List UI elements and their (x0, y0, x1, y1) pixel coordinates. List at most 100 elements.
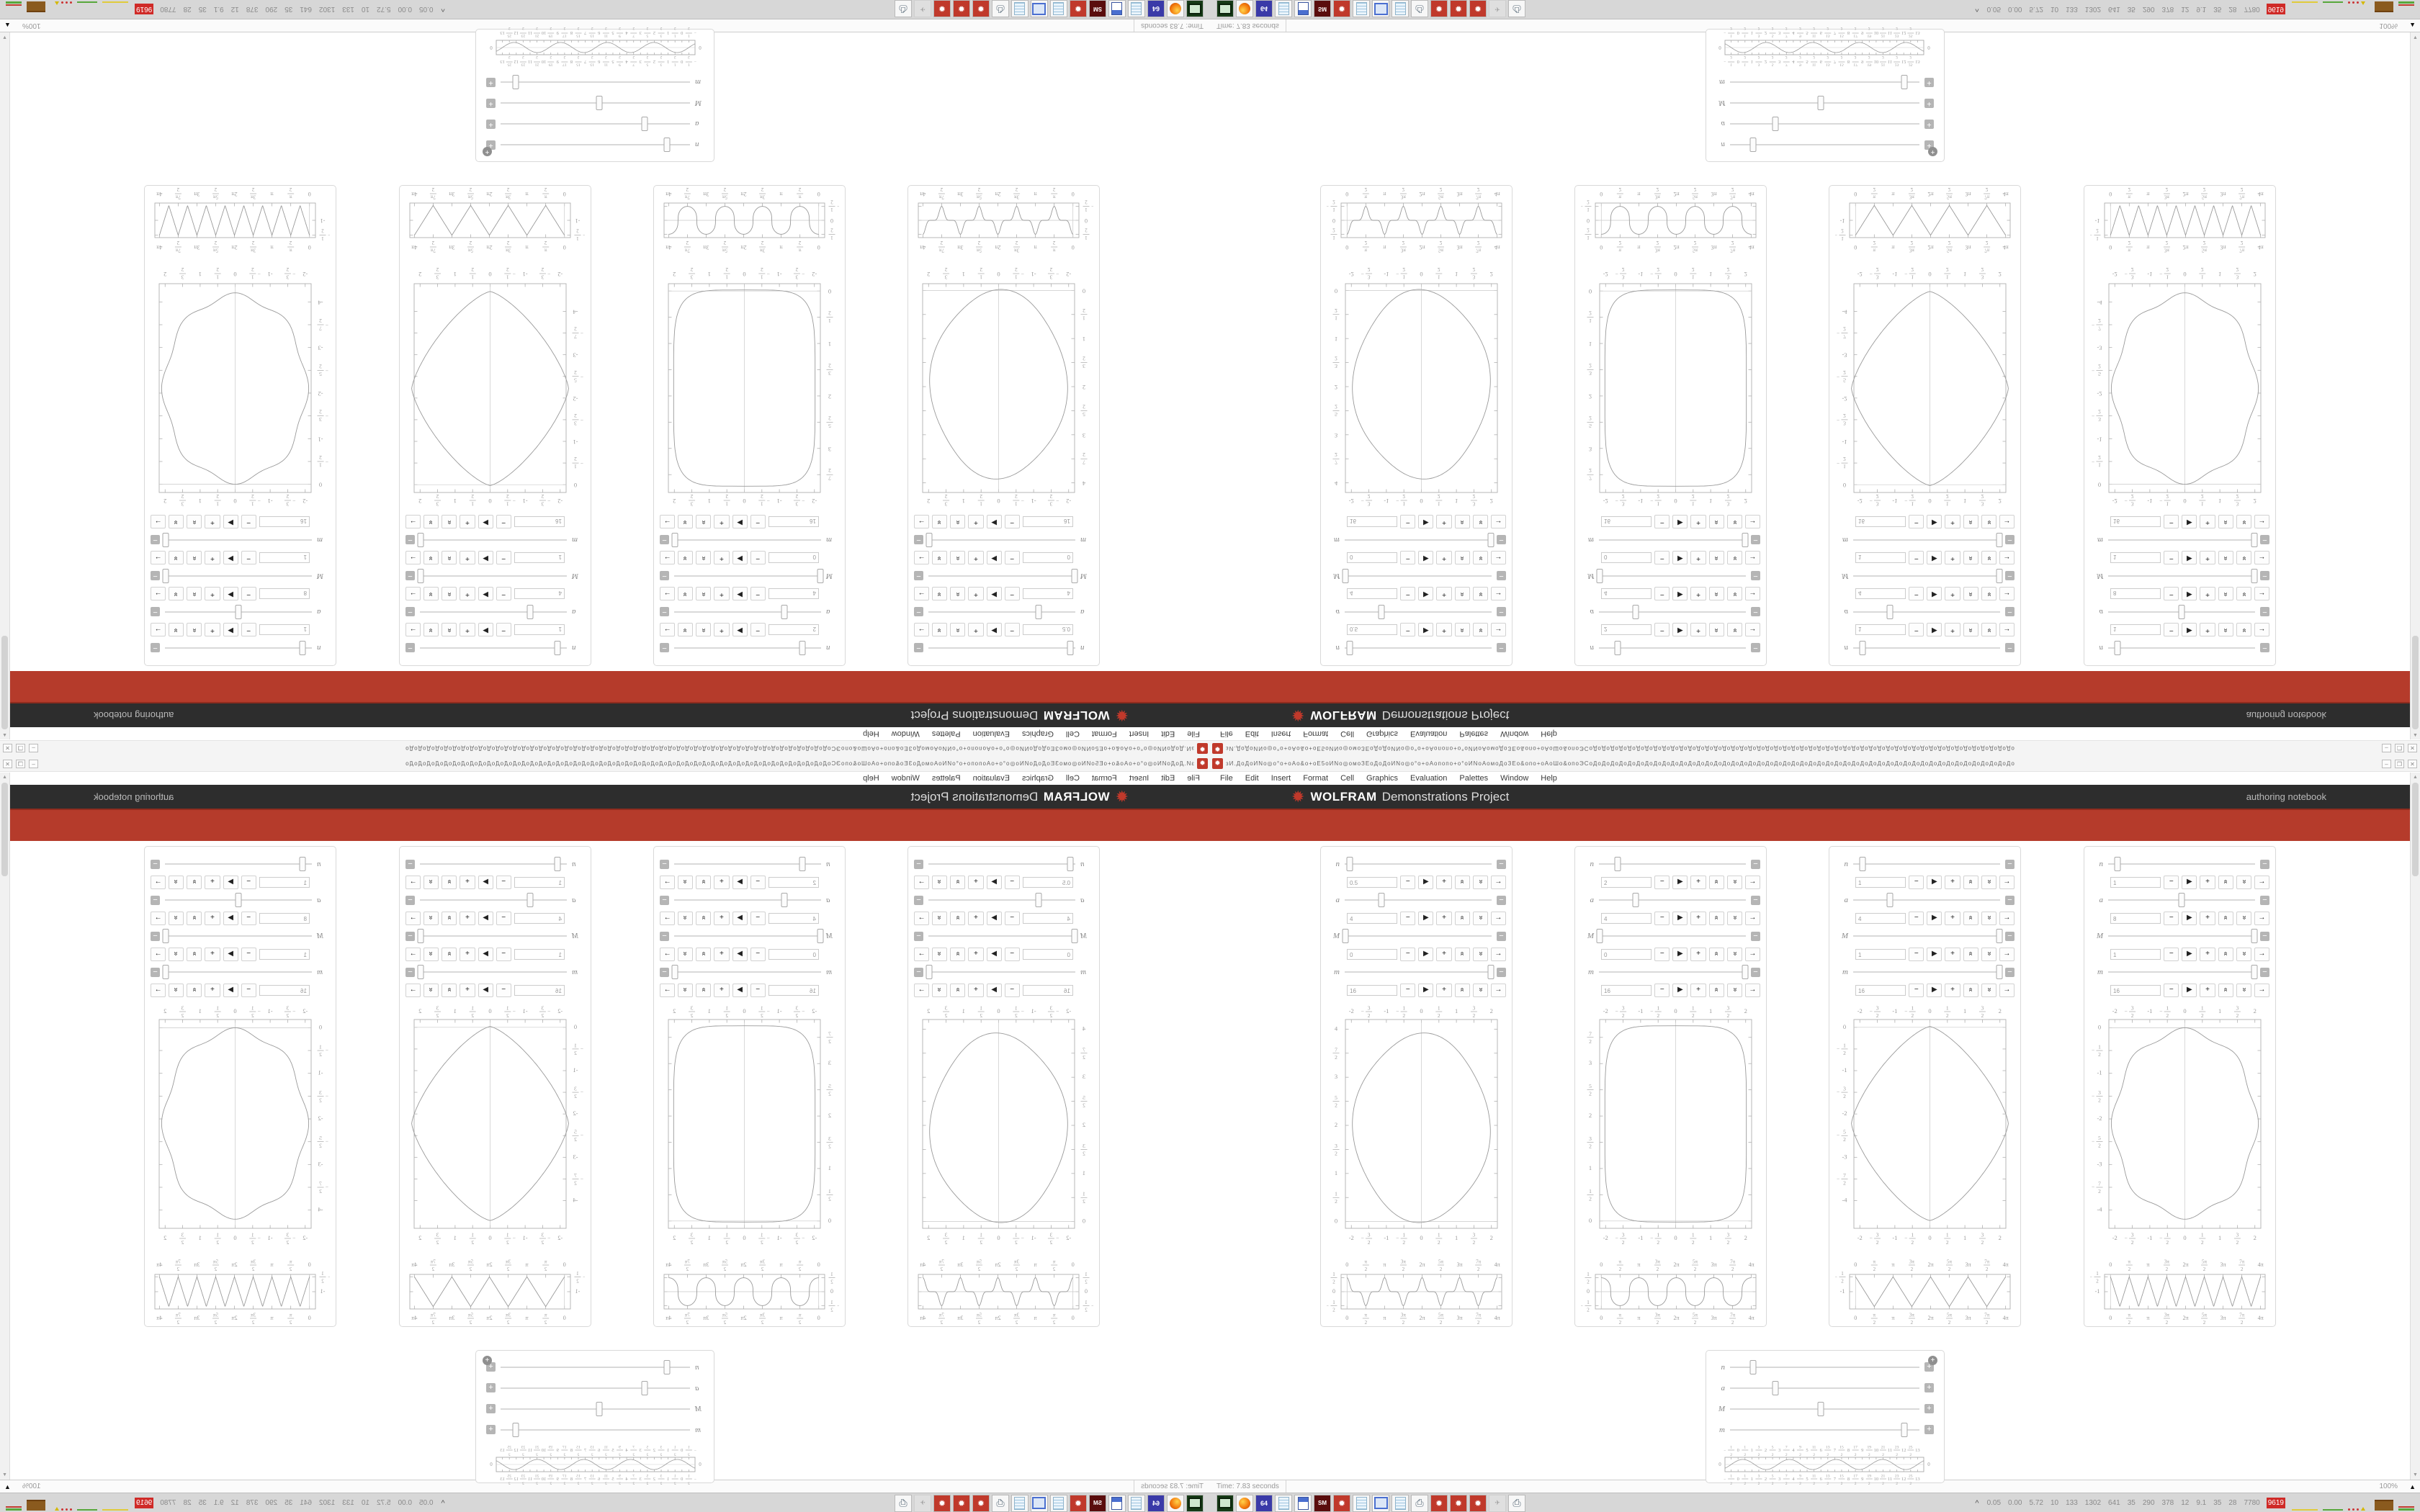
direction-button[interactable]: → (1744, 911, 1760, 925)
slider-collapse-button[interactable]: − (660, 607, 669, 617)
slower-button[interactable]: » (1454, 515, 1470, 529)
slower-button[interactable]: » (1454, 983, 1470, 997)
slider-track[interactable] (2108, 965, 2258, 979)
menu-item-help[interactable]: Help (863, 774, 879, 783)
ghost-app-icon[interactable]: ✈ (1489, 0, 1506, 18)
step-up-button[interactable]: + (968, 911, 984, 925)
notepad-icon[interactable] (1011, 0, 1028, 18)
slider-thumb[interactable] (1996, 965, 2003, 979)
vertical-scrollbar[interactable]: ▲ ▼ (2410, 32, 2420, 739)
add-control-icon[interactable]: + (1928, 1356, 1937, 1365)
wolfram-spikey-icon[interactable]: ✹ (1469, 0, 1487, 18)
wolfram-spikey-icon[interactable]: ✹ (1469, 1494, 1487, 1512)
menu-item-window[interactable]: Window (891, 729, 920, 738)
slider-track[interactable] (2108, 533, 2258, 547)
tray-expander-icon[interactable]: ^ (441, 1498, 445, 1508)
slider-track[interactable] (2108, 569, 2258, 583)
step-up-button[interactable]: + (2200, 515, 2215, 529)
menu-item-evaluation[interactable]: Evaluation (1410, 774, 1448, 783)
direction-button[interactable]: → (1999, 947, 2015, 961)
scrollbar-thumb[interactable] (2412, 636, 2419, 729)
slider-track[interactable] (501, 96, 690, 111)
slider-collapse-button[interactable]: − (914, 571, 923, 581)
slider-value-input[interactable]: 0.5 (1022, 624, 1073, 636)
wolfram-spikey-icon[interactable]: ✹ (953, 1494, 970, 1512)
firefox-icon[interactable] (1167, 0, 1184, 18)
slider-thumb[interactable] (1596, 569, 1603, 583)
wolfram-spikey-icon[interactable]: ✹ (972, 0, 990, 18)
slider-track[interactable] (501, 1422, 690, 1437)
direction-button[interactable]: → (151, 875, 166, 889)
window-title-bar[interactable]: ✹ зИ.ДоДоИNо◎о°о+оАо&о+оЕ5оИNо◎омоЗЕоДоД… (1210, 740, 2420, 756)
slider-thumb[interactable] (641, 1380, 648, 1395)
step-down-button[interactable]: − (1400, 515, 1416, 529)
terminal-icon[interactable] (1216, 0, 1234, 18)
scroll-up-icon[interactable]: ▲ (2, 732, 7, 737)
direction-button[interactable]: → (1490, 983, 1506, 997)
slider-collapse-button[interactable]: − (151, 535, 160, 545)
faster-button[interactable]: » (1472, 551, 1488, 565)
slider-value-input[interactable]: 4 (1022, 912, 1073, 924)
slower-button[interactable]: » (1963, 515, 1978, 529)
slider-collapse-button[interactable]: − (405, 571, 415, 581)
step-up-button[interactable]: + (2200, 587, 2215, 601)
slider-thumb[interactable] (162, 965, 169, 979)
slider-value-input[interactable]: 16 (1601, 516, 1652, 528)
step-down-button[interactable]: − (1400, 947, 1416, 961)
ghost-app-icon[interactable]: ✈ (914, 1494, 931, 1512)
slower-button[interactable]: » (1708, 911, 1724, 925)
direction-button[interactable]: → (660, 515, 676, 529)
restore-button[interactable]: ❐ (2395, 744, 2404, 753)
slower-button[interactable]: » (442, 551, 457, 565)
slider-thumb[interactable] (663, 138, 671, 153)
slider-collapse-button[interactable]: − (1497, 643, 1506, 653)
slider-thumb[interactable] (1772, 117, 1779, 132)
slider-track[interactable] (1730, 117, 1919, 132)
play-button[interactable]: ▶ (1418, 587, 1434, 601)
slower-button[interactable]: » (1708, 875, 1724, 889)
wolfram-spikey-icon[interactable]: ✹ (1430, 0, 1448, 18)
step-down-button[interactable]: − (750, 623, 766, 637)
step-down-button[interactable]: − (1400, 587, 1416, 601)
slider-track[interactable] (501, 75, 690, 90)
step-up-button[interactable]: + (460, 947, 475, 961)
step-up-button[interactable]: + (1436, 551, 1452, 565)
scroll-down-icon[interactable]: ▼ (2, 35, 7, 40)
step-up-button[interactable]: + (1436, 911, 1452, 925)
slider-thumb[interactable] (2114, 641, 2121, 655)
step-up-button[interactable]: + (460, 551, 475, 565)
printer-icon[interactable]: ⎙ (1508, 0, 1525, 18)
slider-value-input[interactable]: 4 (768, 912, 819, 924)
direction-button[interactable]: → (1490, 623, 1506, 637)
window-icon[interactable] (1372, 0, 1389, 18)
slider-track[interactable] (926, 965, 1075, 979)
vertical-scrollbar[interactable]: ▲ ▼ (2410, 773, 2420, 1480)
slider-track[interactable] (2108, 929, 2258, 943)
slider-collapse-button[interactable]: − (1497, 607, 1506, 617)
slider-thumb[interactable] (1859, 857, 1866, 871)
slower-button[interactable]: » (1963, 875, 1978, 889)
sm500-icon[interactable]: SM (1089, 0, 1106, 18)
slider-thumb[interactable] (1817, 1401, 1824, 1416)
slider-thumb[interactable] (1346, 857, 1353, 871)
step-down-button[interactable]: − (750, 983, 766, 997)
terminal-icon[interactable] (1186, 1494, 1204, 1512)
sm500-icon[interactable]: SM (1314, 1494, 1331, 1512)
step-up-button[interactable]: + (968, 587, 984, 601)
terminal-icon[interactable] (1216, 1494, 1234, 1512)
notepad-icon[interactable] (1011, 1494, 1028, 1512)
slider-thumb[interactable] (596, 96, 603, 111)
slider-collapse-button[interactable]: − (1751, 643, 1760, 653)
slider-value-input[interactable]: 16 (1855, 516, 1906, 528)
slider-value-input[interactable]: 0 (1347, 552, 1398, 564)
play-button[interactable]: ▶ (1672, 551, 1688, 565)
slider-track[interactable] (1345, 965, 1494, 979)
slower-button[interactable]: » (1708, 515, 1724, 529)
faster-button[interactable]: » (678, 911, 694, 925)
slider-collapse-button[interactable]: − (914, 895, 923, 905)
restore-button[interactable]: ❐ (2395, 759, 2404, 768)
faster-button[interactable]: » (424, 623, 439, 637)
direction-button[interactable]: → (405, 947, 421, 961)
slower-button[interactable]: » (1708, 587, 1724, 601)
slider-track[interactable] (165, 641, 312, 655)
